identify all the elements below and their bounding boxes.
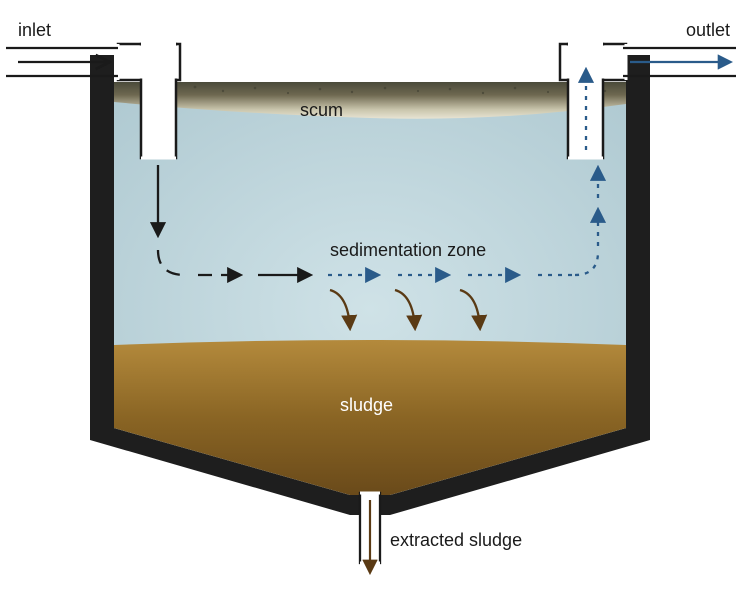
sedimentation-label: sedimentation zone xyxy=(330,240,486,261)
sludge-label: sludge xyxy=(340,395,393,416)
sludge-layer xyxy=(114,340,626,495)
inlet-label: inlet xyxy=(18,20,51,41)
outlet-label: outlet xyxy=(686,20,730,41)
scum-label: scum xyxy=(300,100,343,121)
extracted-sludge-label: extracted sludge xyxy=(390,530,522,551)
septic-tank-diagram xyxy=(0,0,742,589)
